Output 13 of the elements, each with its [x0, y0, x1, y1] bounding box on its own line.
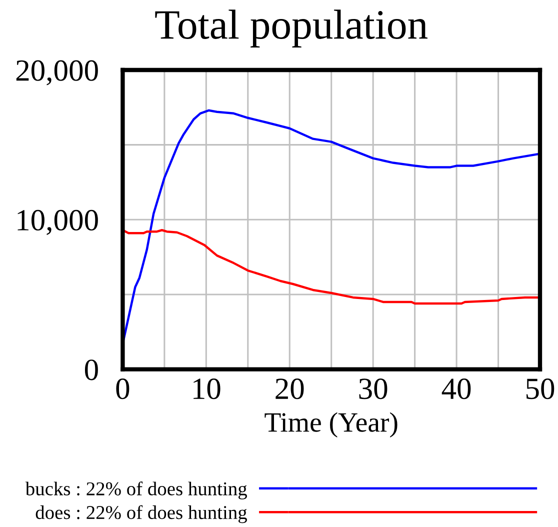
x-tick-label: 0 — [116, 378, 130, 400]
legend-label: does : 22% of does hunting — [36, 505, 247, 524]
y-tick-label: 20,000 — [16, 60, 98, 86]
chart-title: Total population — [155, 10, 428, 48]
x-tick-label: 30 — [359, 378, 388, 400]
x-tick-label: 10 — [194, 378, 220, 400]
x-tick-label: 20 — [276, 378, 304, 400]
y-tick-label: 10,000 — [18, 210, 98, 235]
x-axis-title: Time (Year) — [264, 412, 398, 438]
legend-label: bucks : 22% of does hunting — [25, 482, 247, 500]
x-tick-label: 40 — [442, 378, 471, 400]
y-tick-label: 0 — [84, 360, 98, 380]
x-tick-label: 50 — [526, 378, 554, 400]
